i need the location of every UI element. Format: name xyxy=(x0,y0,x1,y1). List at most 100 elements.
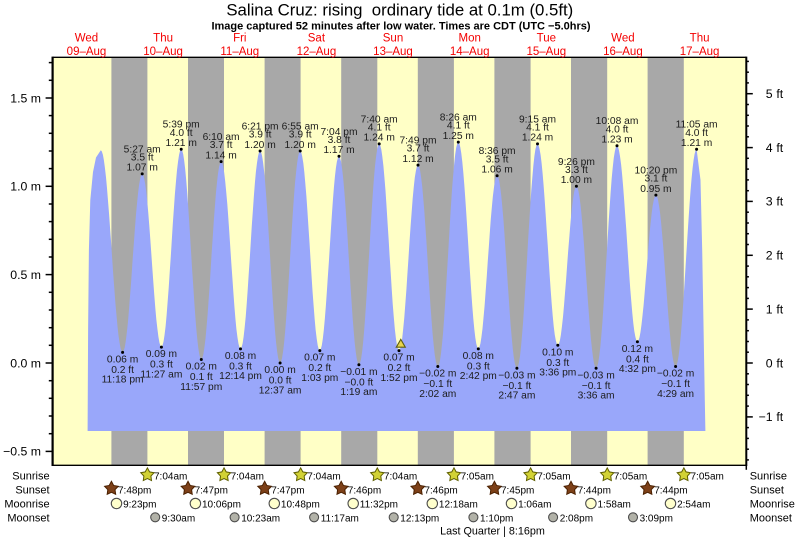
svg-text:4.1 ft: 4.1 ft xyxy=(526,123,549,134)
svg-text:7:49 pm: 7:49 pm xyxy=(399,136,436,147)
svg-text:Salina Cruz: rising ordinary: Salina Cruz: rising ordinary tide at 0.1… xyxy=(226,0,573,19)
svg-text:0.06 m: 0.06 m xyxy=(107,354,138,365)
svg-text:7:45pm: 7:45pm xyxy=(501,485,534,496)
svg-text:5:39 pm: 5:39 pm xyxy=(163,120,200,131)
svg-text:12:13pm: 12:13pm xyxy=(400,514,439,525)
svg-text:Sunset: Sunset xyxy=(15,484,49,496)
svg-text:4.1 ft: 4.1 ft xyxy=(368,123,391,134)
svg-text:Wed: Wed xyxy=(611,33,634,45)
svg-text:1:19 am: 1:19 am xyxy=(340,387,377,398)
svg-text:Tue: Tue xyxy=(537,33,556,45)
svg-text:7:05am: 7:05am xyxy=(461,471,494,482)
svg-text:3.8 ft: 3.8 ft xyxy=(328,135,351,146)
svg-text:4.1 ft: 4.1 ft xyxy=(447,121,470,132)
svg-text:0.3 ft: 0.3 ft xyxy=(546,358,569,369)
svg-text:Thu: Thu xyxy=(153,33,173,45)
svg-text:3: 3 xyxy=(766,195,773,209)
svg-text:9:23pm: 9:23pm xyxy=(123,500,156,511)
svg-text:0.2 ft: 0.2 ft xyxy=(308,363,331,374)
svg-text:−0.02 m: −0.02 m xyxy=(419,369,456,380)
svg-text:6:55 am: 6:55 am xyxy=(282,122,319,133)
svg-text:17–Aug: 17–Aug xyxy=(680,46,720,58)
svg-text:1.0 m: 1.0 m xyxy=(10,180,41,194)
svg-text:0.08 m: 0.08 m xyxy=(225,351,256,362)
svg-text:3.7 ft: 3.7 ft xyxy=(407,144,430,155)
svg-text:0.12 m: 0.12 m xyxy=(622,344,653,355)
svg-text:7:46pm: 7:46pm xyxy=(424,485,457,496)
svg-text:−0.03 m: −0.03 m xyxy=(577,370,614,381)
svg-text:1.14 m: 1.14 m xyxy=(205,150,236,161)
svg-text:11:05 am: 11:05 am xyxy=(676,120,718,131)
svg-text:10:06pm: 10:06pm xyxy=(202,500,241,511)
svg-text:5: 5 xyxy=(766,87,773,101)
svg-text:0.2 ft: 0.2 ft xyxy=(111,365,134,376)
svg-text:Moonset: Moonset xyxy=(750,513,792,525)
svg-text:2:42 pm: 2:42 pm xyxy=(460,371,497,382)
svg-text:10:08 am: 10:08 am xyxy=(596,116,639,127)
svg-text:13–Aug: 13–Aug xyxy=(373,46,413,58)
svg-text:1.21 m: 1.21 m xyxy=(166,138,197,149)
svg-text:−0.1 ft: −0.1 ft xyxy=(582,381,611,392)
svg-text:Wed: Wed xyxy=(75,33,98,45)
svg-text:7:47pm: 7:47pm xyxy=(195,485,228,496)
svg-text:4.0 ft: 4.0 ft xyxy=(606,124,629,135)
svg-text:−0.0 ft: −0.0 ft xyxy=(345,377,374,388)
svg-text:3.9 ft: 3.9 ft xyxy=(289,130,312,141)
svg-text:09–Aug: 09–Aug xyxy=(67,46,107,58)
svg-text:8:26 am: 8:26 am xyxy=(440,113,477,124)
svg-text:0.09 m: 0.09 m xyxy=(146,349,177,360)
svg-text:3.3 ft: 3.3 ft xyxy=(565,165,588,176)
svg-text:−0.01 m: −0.01 m xyxy=(340,367,377,378)
svg-text:0.07 m: 0.07 m xyxy=(383,353,414,364)
svg-text:11:27 am: 11:27 am xyxy=(140,369,182,380)
svg-text:Mon: Mon xyxy=(459,33,481,45)
svg-text:ft: ft xyxy=(776,302,783,316)
svg-text:1.5 m: 1.5 m xyxy=(10,91,41,105)
svg-text:Sun: Sun xyxy=(383,33,403,45)
svg-text:7:40 am: 7:40 am xyxy=(361,114,398,125)
svg-text:2:47 am: 2:47 am xyxy=(498,391,535,402)
svg-text:9:15 am: 9:15 am xyxy=(519,114,556,125)
svg-text:7:05am: 7:05am xyxy=(614,471,647,482)
svg-text:6:21 pm: 6:21 pm xyxy=(242,122,279,133)
svg-text:11:17am: 11:17am xyxy=(321,514,359,525)
svg-text:0.4 ft: 0.4 ft xyxy=(626,354,649,365)
svg-text:11–Aug: 11–Aug xyxy=(220,46,259,58)
svg-text:0.10 m: 0.10 m xyxy=(542,347,573,358)
svg-text:9:30am: 9:30am xyxy=(162,514,195,525)
svg-text:3.5 ft: 3.5 ft xyxy=(486,154,509,165)
svg-text:3:09pm: 3:09pm xyxy=(640,514,673,525)
svg-text:7:47pm: 7:47pm xyxy=(271,485,304,496)
svg-text:12:37 am: 12:37 am xyxy=(259,385,302,396)
svg-text:7:44pm: 7:44pm xyxy=(654,485,687,496)
svg-text:3.9 ft: 3.9 ft xyxy=(249,130,272,141)
svg-text:7:04am: 7:04am xyxy=(307,471,340,482)
svg-text:1:06am: 1:06am xyxy=(518,500,551,511)
svg-text:Moonset: Moonset xyxy=(7,513,49,525)
svg-text:0.07 m: 0.07 m xyxy=(304,353,335,364)
svg-text:7:04am: 7:04am xyxy=(231,471,264,482)
svg-text:1.20 m: 1.20 m xyxy=(244,140,275,151)
svg-text:3:36 am: 3:36 am xyxy=(578,391,615,402)
svg-text:0.2 ft: 0.2 ft xyxy=(388,363,411,374)
svg-text:1.12 m: 1.12 m xyxy=(402,154,433,165)
svg-text:3.7 ft: 3.7 ft xyxy=(210,140,233,151)
svg-text:ft: ft xyxy=(776,410,783,424)
svg-text:Last Quarter | 8:16pm: Last Quarter | 8:16pm xyxy=(440,526,545,538)
svg-text:1.21 m: 1.21 m xyxy=(681,138,712,149)
svg-text:7:46pm: 7:46pm xyxy=(348,485,381,496)
svg-text:10–Aug: 10–Aug xyxy=(143,46,183,58)
svg-text:1:10pm: 1:10pm xyxy=(480,514,513,525)
svg-text:11:18 pm: 11:18 pm xyxy=(102,375,144,386)
svg-text:ft: ft xyxy=(776,195,783,209)
svg-text:9:26 pm: 9:26 pm xyxy=(558,157,595,168)
svg-text:Image captured 52 minutes afte: Image captured 52 minutes after low wate… xyxy=(211,20,590,32)
svg-text:7:05am: 7:05am xyxy=(691,471,724,482)
svg-text:0.0 ft: 0.0 ft xyxy=(269,376,292,387)
svg-text:1.06 m: 1.06 m xyxy=(481,165,512,176)
svg-text:4: 4 xyxy=(766,141,773,155)
svg-text:1:03 pm: 1:03 pm xyxy=(301,373,338,384)
svg-text:−0.02 m: −0.02 m xyxy=(657,369,694,380)
svg-text:ft: ft xyxy=(776,249,783,263)
svg-text:0: 0 xyxy=(766,356,773,370)
